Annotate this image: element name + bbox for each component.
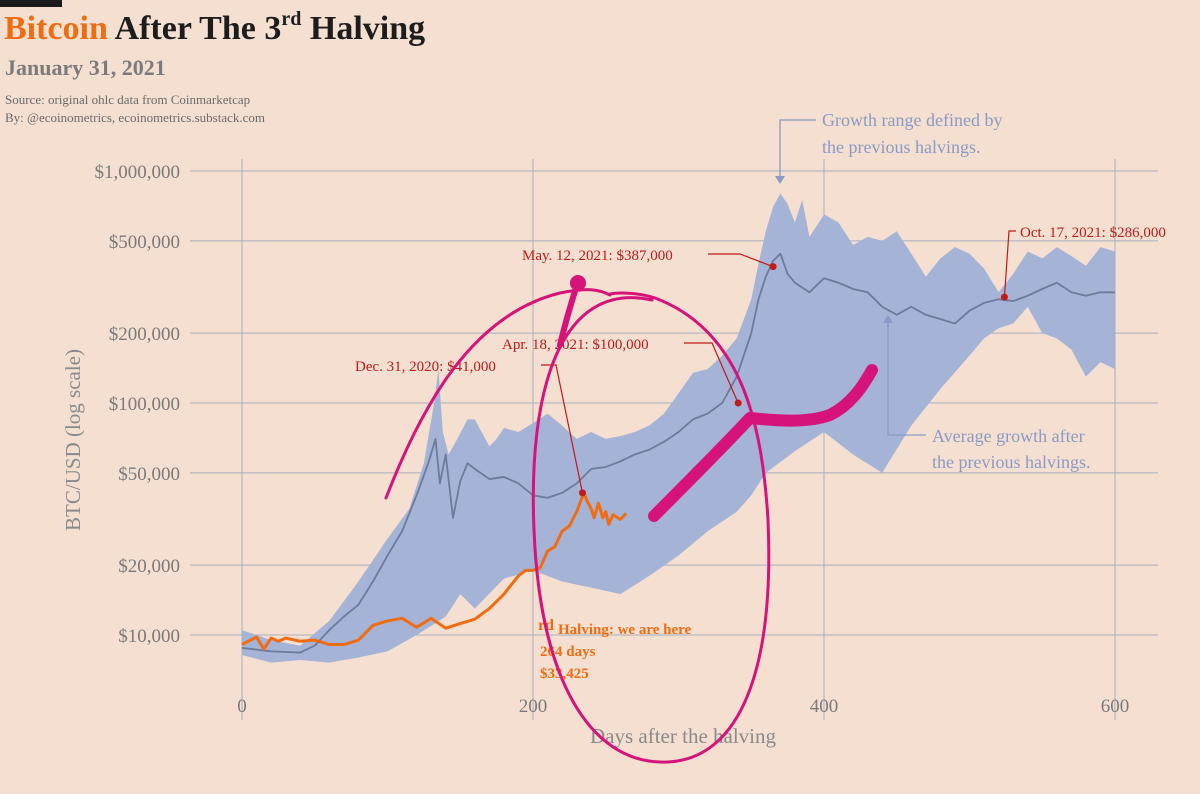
average-growth-label: Average growth after (932, 426, 1085, 446)
top-bar (0, 0, 62, 7)
dec-2020-callout-label: Dec. 31, 2020: $41,000 (355, 359, 496, 375)
y-tick-label: $200,000 (109, 324, 180, 345)
pen-markup (384, 275, 878, 764)
y-tick-label: $500,000 (109, 232, 180, 253)
apr-2021-callout-point (734, 399, 742, 407)
x-axis-label: Days after the halving (590, 724, 777, 748)
bitcoin-price-line (241, 491, 628, 651)
pen-ellipse (531, 291, 771, 764)
title-superscript: rd (281, 8, 302, 30)
halving-note-line-1: Halving: we are here (558, 622, 692, 638)
chart-date: January 31, 2021 (5, 55, 166, 80)
oct-2021-callout-label: Oct. 17, 2021: $286,000 (1020, 225, 1166, 241)
oct-2021-callout-leader (1003, 230, 1016, 298)
annotations: Growth range defined by the previous halv… (355, 110, 1166, 682)
y-tick-label: $1,000,000 (95, 162, 181, 183)
growth-range-label: Growth range defined by (822, 110, 1002, 130)
pen-dot (570, 275, 586, 291)
may-2021-callout-label: May. 12, 2021: $387,000 (522, 248, 673, 264)
x-tick-label: 0 (237, 696, 247, 717)
y-tick-label: $10,000 (118, 626, 180, 647)
x-tick-label: 600 (1101, 696, 1130, 717)
growth-band (242, 193, 1115, 663)
y-tick-label: $50,000 (118, 464, 180, 485)
x-tick-label: 400 (810, 696, 839, 717)
average-growth-arrowhead (883, 315, 893, 323)
halving-note-line-2: 264 days (540, 644, 596, 660)
chart-title: Bitcoin After The 3rd Halving (4, 8, 426, 48)
average-growth-label-2: the previous halvings. (932, 452, 1090, 472)
growth-range-leader (779, 119, 816, 180)
growth-range-band (242, 193, 1115, 663)
title-part-1: After The 3 (114, 10, 282, 47)
oct-2021-callout-point (1000, 293, 1008, 301)
halving-note-line-3: $33,425 (540, 666, 589, 682)
growth-range-label-2: the previous halvings. (822, 137, 980, 157)
apr-2021-callout-leader (684, 342, 739, 404)
current-line-group (241, 491, 628, 651)
apr-2021-callout-label: Apr. 18, 2021: $100,000 (502, 337, 649, 353)
average-growth-leader (887, 318, 926, 436)
title-accent: Bitcoin (4, 10, 108, 47)
x-tick-label: 200 (519, 696, 548, 717)
tick-labels: $10,000 $20,000 $50,000 $100,000 $200,000 $50… (61, 162, 1129, 748)
pen-projection-curve (648, 364, 878, 522)
average-growth-line (241, 252, 1115, 654)
average-line-group (241, 252, 1115, 654)
dec-2020-callout-point (578, 489, 586, 497)
y-axis-label: BTC/USD (log scale) (61, 349, 85, 531)
y-tick-label: $100,000 (109, 394, 180, 415)
y-tick-label: $20,000 (118, 556, 180, 577)
title-part-2: Halving (309, 10, 426, 47)
byline: By: @ecoinometrics, ecoinometrics.substa… (5, 110, 265, 125)
may-2021-callout-point (769, 263, 777, 271)
dec-2020-callout-leader (541, 364, 584, 493)
pen-arc (384, 288, 612, 500)
growth-range-arrowhead (775, 176, 785, 184)
source-line: Source: original ohlc data from Coinmark… (5, 92, 251, 107)
may-2021-callout-leader (708, 253, 774, 268)
